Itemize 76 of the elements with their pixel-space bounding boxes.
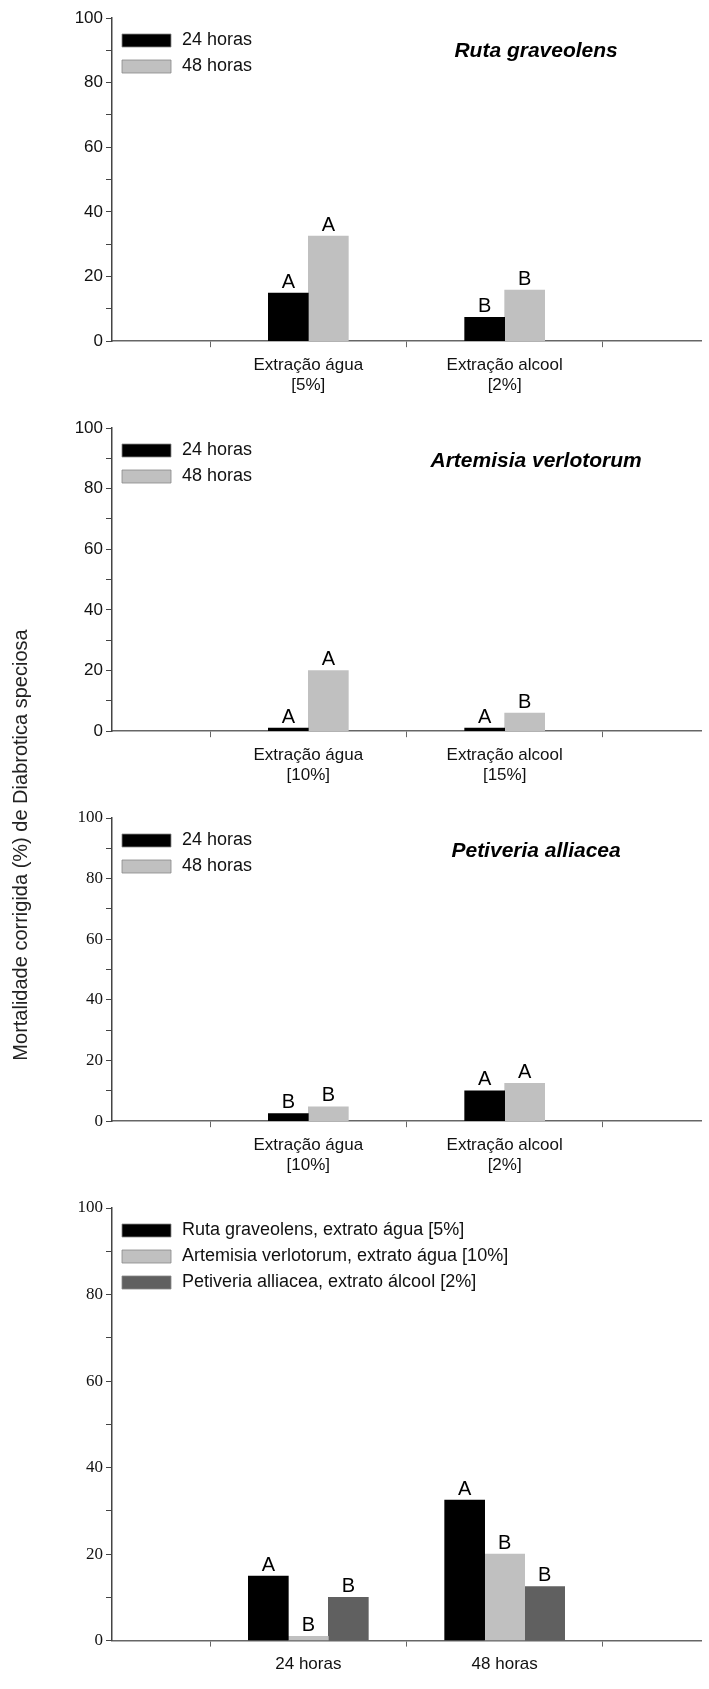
bar (248, 1575, 289, 1641)
data-label: A (517, 1059, 532, 1082)
data-label: B (517, 266, 532, 289)
data-label: B (497, 1530, 512, 1553)
y-tick-label: 100 (77, 1197, 103, 1217)
bar (504, 289, 545, 342)
x-tick-label: Extração água [5%] (253, 355, 364, 395)
y-tick-label: 40 (84, 599, 103, 619)
data-label: B (281, 1090, 296, 1113)
legend-label: Ruta graveolens, extrato água [5%] (182, 1218, 465, 1239)
data-label: A (281, 704, 296, 727)
bar (444, 1499, 485, 1641)
data-label: A (477, 1067, 492, 1090)
y-tick-label: 0 (93, 330, 103, 350)
y-tick-label: 80 (86, 868, 103, 888)
bar (308, 235, 349, 342)
bar (484, 1553, 525, 1641)
text: Artemisia verlotorum (429, 447, 642, 471)
data-label: B (517, 689, 532, 712)
data-label: A (477, 704, 492, 727)
text: Petiveria alliacea (451, 837, 622, 861)
y-axis-title: Mortalidade corrigida (%) de Diabrotica speciosa (8, 629, 32, 1061)
data-label: A (457, 1476, 472, 1499)
y-tick-label: 40 (84, 201, 103, 221)
y-tick-label: 20 (84, 266, 103, 286)
data-label: B (341, 1573, 356, 1596)
legend-label: 24 horas (182, 828, 253, 849)
legend-label: Petiveria alliacea, extrato álcool [2%] (182, 1270, 477, 1291)
bar (504, 1082, 545, 1122)
legend-label: 48 horas (182, 54, 253, 75)
bar (268, 1113, 309, 1122)
y-tick-label: 60 (84, 538, 103, 558)
bar (308, 670, 349, 732)
legend-label: 48 horas (182, 854, 253, 875)
y-tick-label: 20 (86, 1543, 103, 1563)
data-label: B (537, 1563, 552, 1586)
y-tick-label: 100 (74, 7, 103, 27)
legend-label: 24 horas (182, 438, 253, 459)
x-tick-label: Extração água [10%] (253, 1135, 364, 1175)
y-tick-label: 20 (84, 660, 103, 680)
legend-label: Artemisia verlotorum, extrato água [10%] (182, 1244, 509, 1265)
bar (464, 727, 505, 732)
x-tick-label: Extração água [10%] (253, 745, 364, 785)
y-tick-label: 80 (84, 478, 103, 498)
y-tick-label: 80 (86, 1283, 103, 1303)
bar (464, 1090, 505, 1122)
y-tick-label: 40 (86, 989, 103, 1009)
data-label: B (477, 293, 492, 316)
data-label: A (261, 1552, 276, 1575)
y-tick-label: 0 (94, 1630, 103, 1650)
x-tick-label: Extração alcool [2%] (446, 1135, 563, 1175)
y-tick-label: 100 (74, 417, 103, 437)
data-label: A (281, 269, 296, 292)
bar (268, 727, 309, 732)
y-tick-label: 20 (86, 1050, 103, 1070)
y-tick-label: 60 (86, 928, 103, 948)
legend-label: 48 horas (182, 464, 253, 485)
data-label: A (321, 212, 336, 235)
y-tick-label: 40 (86, 1457, 103, 1477)
bar (268, 292, 309, 342)
data-label: B (301, 1612, 316, 1635)
legend-label: 24 horas (182, 28, 253, 49)
data-label: A (321, 647, 336, 670)
data-label: B (321, 1083, 336, 1106)
y-tick-label: 60 (84, 136, 103, 156)
bar (504, 712, 545, 732)
y-tick-label: 80 (84, 72, 103, 92)
x-tick-label: Extração alcool [15%] (446, 745, 563, 785)
text: Ruta graveolens (454, 37, 618, 61)
y-tick-label: 0 (93, 720, 103, 740)
y-tick-label: 0 (94, 1110, 103, 1130)
y-tick-label: 100 (77, 807, 103, 827)
bar (308, 1106, 349, 1122)
y-tick-label: 60 (86, 1370, 103, 1390)
x-tick-label: Extração alcool [2%] (446, 355, 563, 395)
bar (464, 316, 505, 342)
